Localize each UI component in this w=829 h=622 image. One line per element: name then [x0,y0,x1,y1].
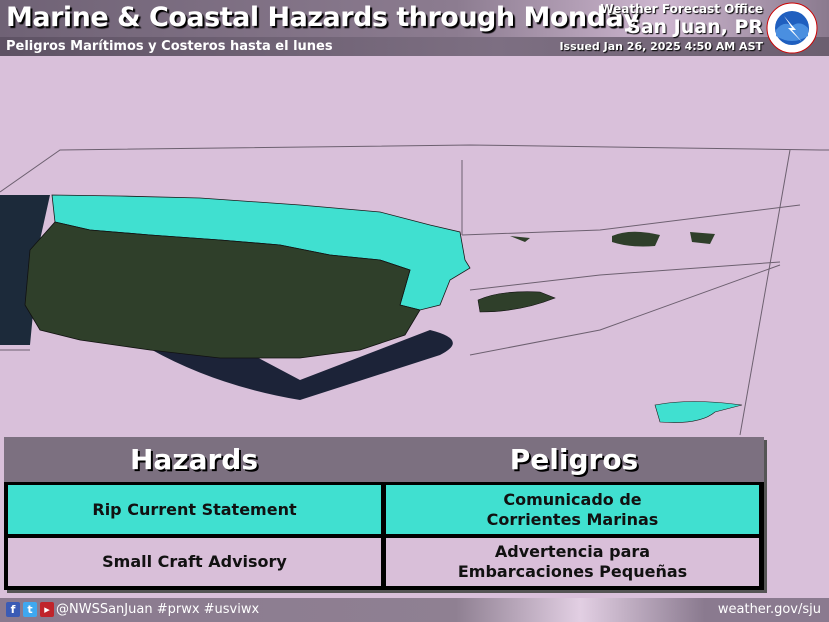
facebook-icon[interactable]: f [6,602,20,617]
header-peligros: Peligros [384,437,764,482]
hazard-small-craft-en: Small Craft Advisory [8,538,381,586]
hazard-map [0,144,829,436]
zone-boundary-north [0,144,829,193]
hazard-es-line: Embarcaciones Pequeñas [457,562,688,581]
website-link[interactable]: weather.gov/sju [717,602,821,617]
issued-time: Issued Jan 26, 2025 4:50 AM AST [559,40,763,53]
hazards-table: Hazards Peligros Rip Current Statement C… [4,437,764,590]
page-subtitle: Peligros Marítimos y Costeros hasta el l… [6,39,333,54]
hazard-es-line: Comunicado de [503,489,642,509]
st-croix-island [654,401,743,423]
hazard-es-line: Corrientes Marinas [486,509,659,529]
header-hazards: Hazards [4,437,384,482]
nws-logo-icon [766,2,818,54]
hazard-rip-current-en: Rip Current Statement [8,485,381,534]
st-thomas-island [612,231,660,247]
page-title: Marine & Coastal Hazards through Monday [6,2,640,33]
youtube-icon[interactable]: ▸ [40,602,54,617]
hazard-rip-current-es: Comunicado de Corrientes Marinas [386,485,759,534]
office-city: San Juan, PR [627,16,763,38]
twitter-icon[interactable]: t [23,602,37,617]
office-label: Weather Forecast Office [600,2,763,16]
hazard-es-line: Advertencia para [494,542,651,561]
footer-bar [0,598,829,622]
st-john-island [690,232,715,244]
social-handles: @NWSSanJuan #prwx #usviwx [56,602,260,617]
hazard-small-craft-es: Advertencia para Embarcaciones Pequeñas [386,538,759,586]
vieques-island [477,291,556,313]
subtitle-bar [0,37,829,56]
puerto-rico-island [24,221,421,359]
